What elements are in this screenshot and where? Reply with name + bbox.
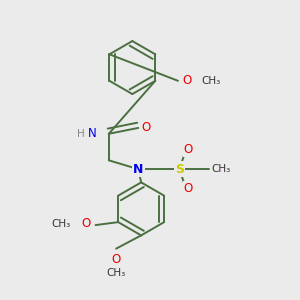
- Text: CH₃: CH₃: [202, 76, 221, 86]
- Text: S: S: [175, 163, 184, 176]
- Text: CH₃: CH₃: [212, 164, 231, 174]
- Text: O: O: [182, 74, 192, 87]
- Text: CH₃: CH₃: [51, 219, 70, 229]
- Text: O: O: [112, 253, 121, 266]
- Text: CH₃: CH₃: [106, 268, 126, 278]
- Text: O: O: [141, 122, 150, 134]
- Text: H: H: [77, 129, 85, 139]
- Text: O: O: [184, 182, 193, 195]
- Text: N: N: [133, 163, 143, 176]
- Text: O: O: [184, 143, 193, 157]
- Text: O: O: [82, 217, 91, 230]
- Text: N: N: [88, 127, 97, 140]
